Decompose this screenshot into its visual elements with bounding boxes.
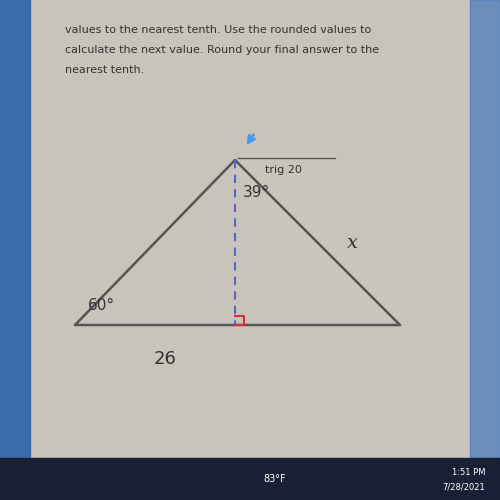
Text: 26: 26	[154, 350, 176, 368]
Text: 83°F: 83°F	[264, 474, 286, 484]
Text: 7/28/2021: 7/28/2021	[442, 483, 485, 492]
Text: 39°: 39°	[242, 185, 270, 200]
Text: nearest tenth.: nearest tenth.	[65, 65, 144, 75]
Bar	[0, 458, 500, 500]
Text: calculate the next value. Round your final answer to the: calculate the next value. Round your fin…	[65, 45, 379, 55]
Text: x: x	[347, 234, 358, 252]
Text: values to the nearest tenth. Use the rounded values to: values to the nearest tenth. Use the rou…	[65, 25, 371, 35]
Bar	[0, 0, 30, 458]
Text: 1:51 PM: 1:51 PM	[452, 468, 485, 477]
Text: trig 20: trig 20	[265, 165, 302, 175]
Text: 60°: 60°	[88, 298, 115, 312]
Bar	[470, 0, 500, 458]
